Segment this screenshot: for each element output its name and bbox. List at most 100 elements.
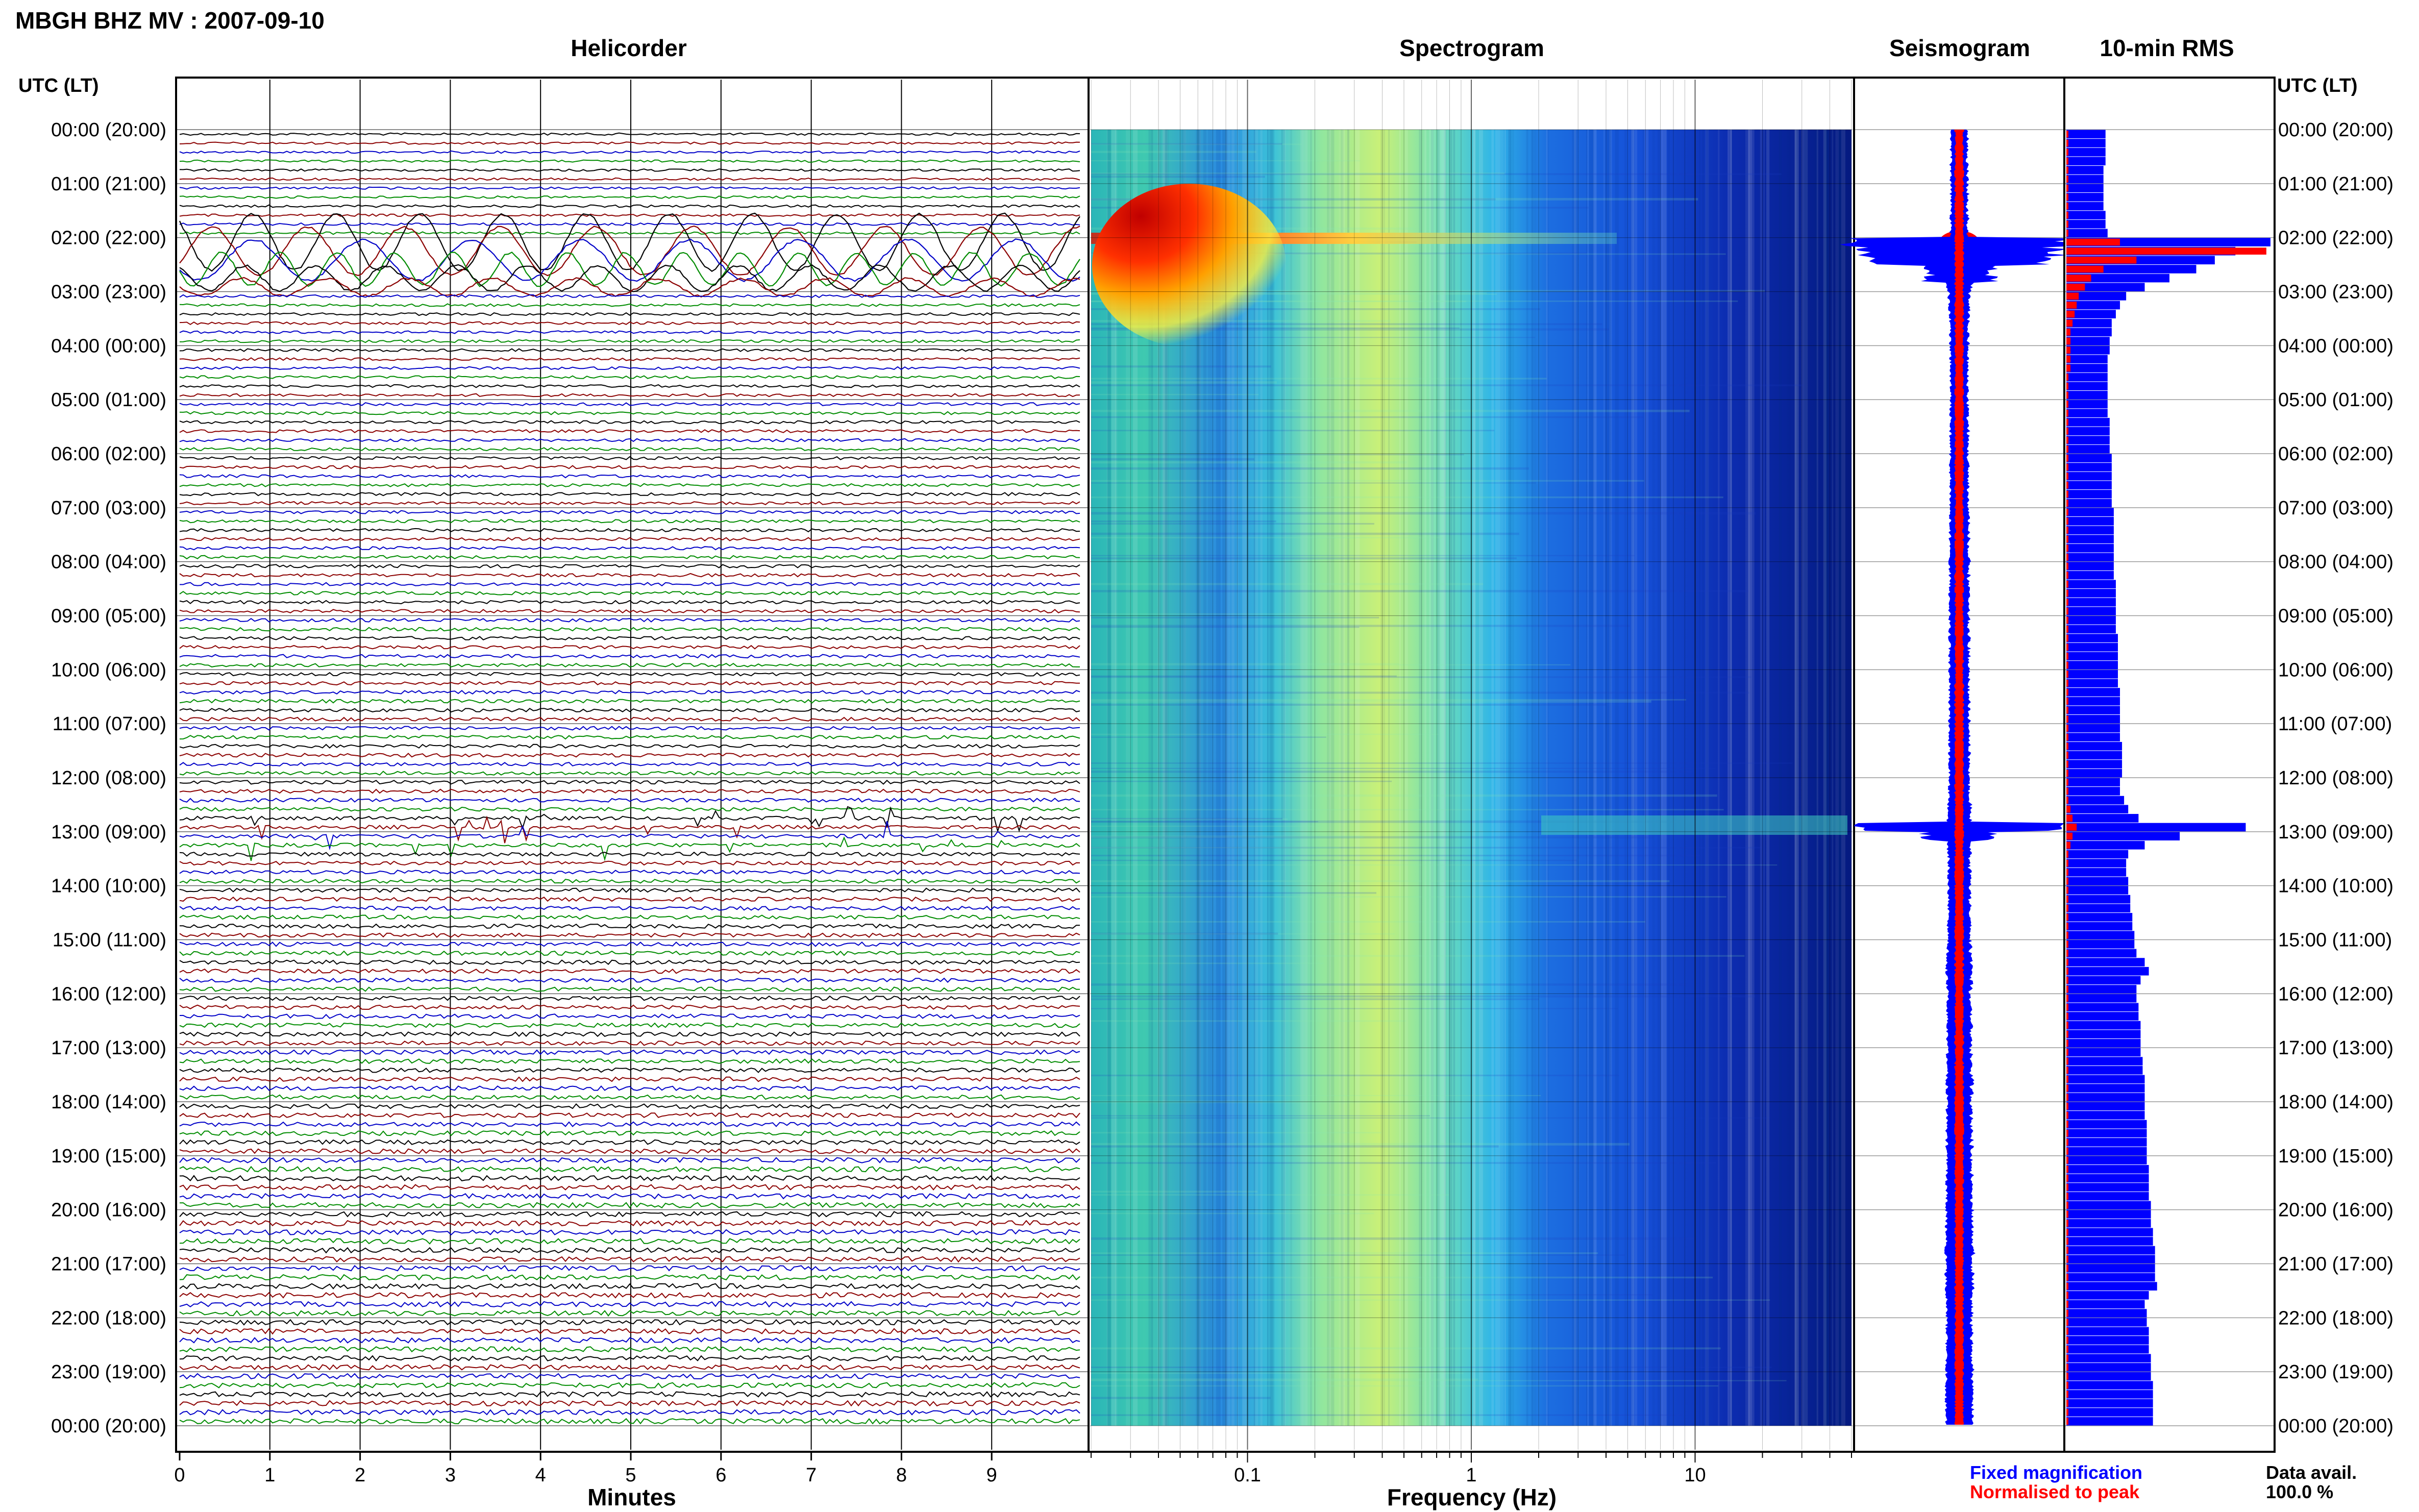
spectrogram-texture-stripe	[1253, 130, 1255, 1426]
helicorder-trace	[179, 1418, 1080, 1425]
spectrogram-texture-band	[1091, 381, 1277, 384]
rms-bar-fixed	[2066, 1237, 2153, 1246]
spectrogram-texture-band	[1091, 855, 1700, 857]
rms-bar-fixed	[2066, 1048, 2141, 1057]
helicorder-trace	[179, 761, 1080, 767]
helicorder-trace	[179, 213, 1080, 217]
helicorder-trace	[179, 212, 1080, 272]
spectrogram-texture-stripe	[1254, 130, 1258, 1426]
rms-bar-fixed	[2066, 1273, 2155, 1282]
seismogram-title: Seismogram	[1889, 35, 2030, 61]
spectrogram-texture-stripe	[1404, 130, 1408, 1426]
spectrogram-texture-band	[1091, 1397, 1271, 1399]
rms-bar-normalised	[2066, 1156, 2069, 1164]
rms-bar-fixed	[2066, 652, 2118, 661]
helicorder-trace	[179, 429, 1080, 433]
helicorder-trace	[179, 1373, 1080, 1380]
helicorder-trace	[179, 1391, 1080, 1398]
hour-label-left: 06:00 (02:00)	[51, 443, 166, 465]
helicorder-trace	[179, 1148, 1080, 1154]
spectrogram-texture-stripe	[1225, 130, 1231, 1426]
helicorder-trace	[179, 264, 1080, 292]
helicorder-trace	[179, 321, 1080, 325]
spectrogram-texture-band	[1091, 207, 1589, 209]
hour-label-left: 13:00 (09:00)	[51, 822, 166, 843]
rms-bar-normalised	[2066, 661, 2069, 669]
spectrogram-texture-band	[1091, 1366, 1772, 1369]
helicorder-trace	[179, 1382, 1080, 1389]
figure-title: MBGH BHZ MV : 2007-09-10	[15, 7, 325, 34]
hour-label-left: 22:00 (18:00)	[51, 1307, 166, 1329]
hour-label-left: 05:00 (01:00)	[51, 389, 166, 411]
spectrogram-texture-stripe	[1661, 130, 1667, 1426]
rms-bar-normalised	[2066, 616, 2069, 624]
rms-bar-fixed	[2066, 670, 2118, 679]
spectrogram-texture-stripe	[1448, 130, 1452, 1426]
rms-bar-normalised	[2066, 157, 2069, 165]
hour-label-left: 16:00 (12:00)	[51, 983, 166, 1005]
rms-panel	[2063, 77, 2276, 1453]
helicorder-trace	[179, 238, 1080, 282]
helicorder-trace	[179, 251, 1080, 287]
helicorder-trace	[179, 393, 1080, 398]
spectrogram-tick-label: 10	[1684, 1465, 1706, 1486]
spectrogram-texture-stripe	[1267, 130, 1270, 1426]
rms-bar-fixed	[2066, 1012, 2139, 1021]
spectrogram-texture-band	[1091, 1380, 1787, 1381]
rms-bar-fixed	[2066, 661, 2118, 670]
rms-bar-normalised	[2066, 1138, 2069, 1146]
helicorder-trace	[179, 1229, 1080, 1235]
spectrogram-texture-stripe	[1606, 130, 1611, 1426]
hour-label-left: 12:00 (08:00)	[51, 767, 166, 789]
helicorder-trace	[179, 1193, 1080, 1200]
spectrogram-texture-band	[1091, 962, 1324, 964]
spectrogram-texture-band	[1091, 1378, 1478, 1381]
rms-bar-normalised	[2066, 535, 2069, 543]
rms-bar-fixed	[2066, 769, 2122, 778]
rms-bars	[2066, 130, 2270, 1426]
rms-bar-fixed	[2066, 1228, 2153, 1237]
spectrogram-texture-stripe	[1823, 130, 1827, 1426]
rms-bar-fixed	[2066, 877, 2129, 886]
spectrogram-texture-stripe	[1832, 130, 1834, 1426]
spectrogram-texture-band	[1091, 1145, 1499, 1148]
rms-bar-normalised	[2066, 1012, 2069, 1020]
helicorder-trace	[179, 1004, 1080, 1010]
spectrogram-tick-label: 0.1	[1234, 1465, 1261, 1486]
rms-bar-fixed	[2066, 202, 2104, 211]
spectrogram-texture-stripe	[1107, 130, 1111, 1426]
spectrogram-texture-stripe	[1290, 130, 1292, 1426]
rms-bar-fixed	[2066, 1111, 2145, 1120]
hour-label-left: 02:00 (22:00)	[51, 228, 166, 249]
spectrogram-texture-band	[1091, 393, 1259, 395]
rms-bar-normalised	[2066, 913, 2069, 921]
hour-label-right: 13:00 (09:00)	[2278, 822, 2393, 843]
rms-bar-fixed	[2066, 1381, 2153, 1390]
spectrogram-texture-stripe	[1216, 130, 1221, 1426]
rms-bar-fixed	[2066, 417, 2110, 427]
spectrogram-texture-band	[1091, 532, 1519, 535]
spectrogram-texture-band	[1091, 626, 1360, 628]
spectrogram-texture-stripe	[1760, 130, 1763, 1426]
hour-label-right: 11:00 (07:00)	[2278, 713, 2392, 735]
spectrogram-texture-stripe	[1509, 130, 1514, 1426]
spectrogram-texture-band	[1091, 512, 1756, 515]
hour-label-right: 17:00 (13:00)	[2278, 1037, 2393, 1059]
rms-bar-fixed	[2066, 805, 2129, 814]
rms-bar-fixed	[2066, 373, 2108, 382]
rms-bar-fixed	[2066, 724, 2120, 733]
rms-bar-normalised	[2066, 841, 2071, 849]
hour-label-right: 15:00 (11:00)	[2278, 930, 2392, 951]
spectrogram-texture-band	[1091, 825, 1319, 827]
rms-bar-fixed	[2066, 454, 2112, 463]
spectrogram-texture-stripe	[1801, 130, 1805, 1426]
rms-bar-normalised	[2066, 247, 2266, 255]
spectrogram-texture-band	[1091, 480, 1644, 482]
helicorder-trace	[179, 806, 1080, 833]
hour-label-right: 07:00 (03:00)	[2278, 498, 2393, 519]
rms-bar-fixed	[2066, 1192, 2149, 1201]
spectrogram-texture-stripe	[1823, 130, 1826, 1426]
spectrogram-xlabel: Frequency (Hz)	[1387, 1484, 1557, 1510]
spectrogram-texture-band	[1091, 762, 1793, 764]
spectrogram-texture-stripe	[1643, 130, 1645, 1426]
